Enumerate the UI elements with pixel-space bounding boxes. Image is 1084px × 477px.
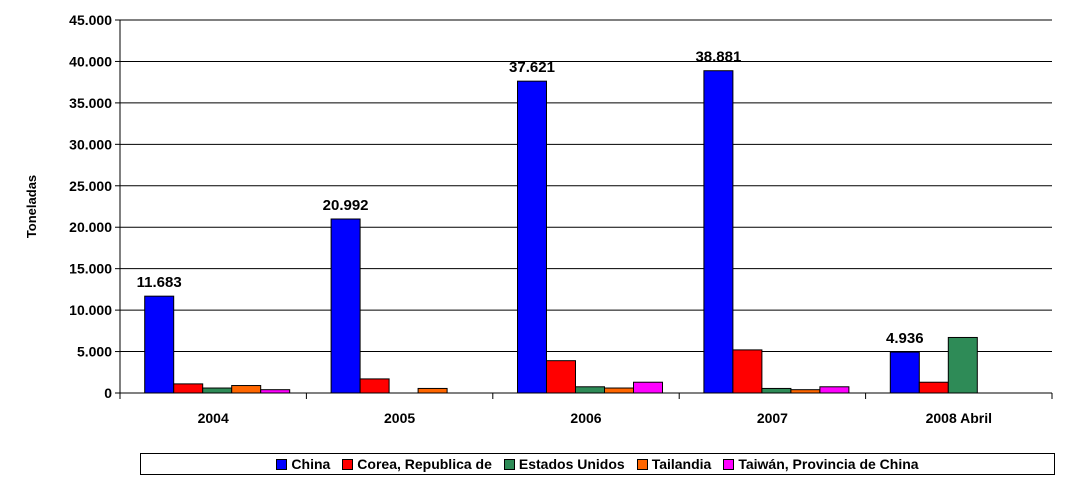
bar-china-2005 bbox=[330, 218, 361, 394]
bar-corea-2006 bbox=[546, 360, 576, 394]
y-tick-label: 35.000 bbox=[69, 95, 112, 111]
y-tick-label: 40.000 bbox=[69, 53, 112, 69]
bar-china-2004 bbox=[144, 295, 175, 394]
bar-taiw-n-2006 bbox=[633, 381, 663, 394]
bar-corea-2007 bbox=[732, 349, 763, 394]
bar-china-2006 bbox=[517, 80, 547, 394]
bar-china-2007 bbox=[703, 70, 734, 394]
y-axis-ticks: 0 5.000 10.000 15.000 20.000 25.000 30.000 35.0… bbox=[69, 12, 120, 401]
y-tick-label: 5.000 bbox=[77, 344, 112, 360]
x-category-label: 2005 bbox=[384, 410, 415, 426]
data-label: 37.621 bbox=[509, 59, 555, 76]
data-label: 4.936 bbox=[886, 330, 924, 347]
legend-item: Tailandia bbox=[636, 456, 712, 472]
bar-tailandia-2005 bbox=[417, 387, 448, 394]
bar-corea-2008-abril bbox=[918, 381, 949, 394]
bar-estados-unidos-2004 bbox=[202, 387, 233, 394]
y-tick-label: 30.000 bbox=[69, 136, 112, 152]
y-tick-label: 15.000 bbox=[69, 261, 112, 277]
y-tick-label: 0 bbox=[104, 385, 112, 401]
legend-swatch bbox=[276, 458, 288, 470]
y-tick-label: 20.000 bbox=[69, 219, 112, 235]
legend-label: China bbox=[291, 456, 331, 472]
gridlines bbox=[120, 19, 1052, 353]
bar-estados-unidos-2008-abril bbox=[947, 336, 978, 394]
data-label: 20.992 bbox=[323, 197, 369, 214]
legend-label: Corea, Republica de bbox=[357, 456, 492, 472]
y-tick-label: 25.000 bbox=[69, 178, 112, 194]
legend-swatch bbox=[503, 458, 515, 470]
legend-item: China bbox=[276, 456, 330, 472]
legend-item: Estados Unidos bbox=[503, 456, 625, 472]
bar-estados-unidos-2006 bbox=[575, 386, 605, 394]
bar-tailandia-2006 bbox=[604, 387, 634, 394]
bars bbox=[144, 70, 978, 394]
data-label: 11.683 bbox=[137, 274, 182, 291]
legend-swatch bbox=[636, 458, 648, 470]
legend-item: Taiwán, Provincia de China bbox=[723, 456, 919, 472]
data-labels: 11.683 20.992 37.621 38.881 4.936 bbox=[137, 49, 924, 347]
x-category-label: 2008 Abril bbox=[926, 410, 992, 426]
legend-item: Corea, Republica de bbox=[342, 456, 492, 472]
y-tick-label: 10.000 bbox=[69, 302, 112, 318]
x-axis-categories: 2004 2005 2006 2007 2008 Abril bbox=[119, 393, 1053, 426]
legend-swatch bbox=[342, 458, 354, 470]
data-label: 38.881 bbox=[695, 49, 741, 66]
x-category-label: 2006 bbox=[570, 410, 601, 426]
legend-label: Tailandia bbox=[651, 456, 712, 472]
bar-chart: 0 5.000 10.000 15.000 20.000 25.000 30.000 35.0… bbox=[24, 12, 1053, 426]
bar-taiw-n-2007 bbox=[819, 386, 850, 394]
legend-label: Estados Unidos bbox=[518, 456, 625, 472]
y-tick-label: 45.000 bbox=[69, 12, 112, 28]
bar-corea-2005 bbox=[359, 378, 390, 394]
bar-china-2008-abril bbox=[889, 351, 920, 394]
x-category-label: 2007 bbox=[757, 410, 788, 426]
y-axis-label: Toneladas bbox=[24, 175, 39, 238]
legend-label: Taiwán, Provincia de China bbox=[738, 456, 919, 472]
bar-corea-2004 bbox=[173, 383, 204, 394]
bar-tailandia-2004 bbox=[231, 385, 262, 394]
bar-estados-unidos-2007 bbox=[761, 387, 792, 394]
legend-swatch bbox=[723, 458, 735, 470]
x-category-label: 2004 bbox=[198, 410, 229, 426]
legend: China Corea, Republica de Estados Unidos Ta… bbox=[140, 453, 1055, 475]
